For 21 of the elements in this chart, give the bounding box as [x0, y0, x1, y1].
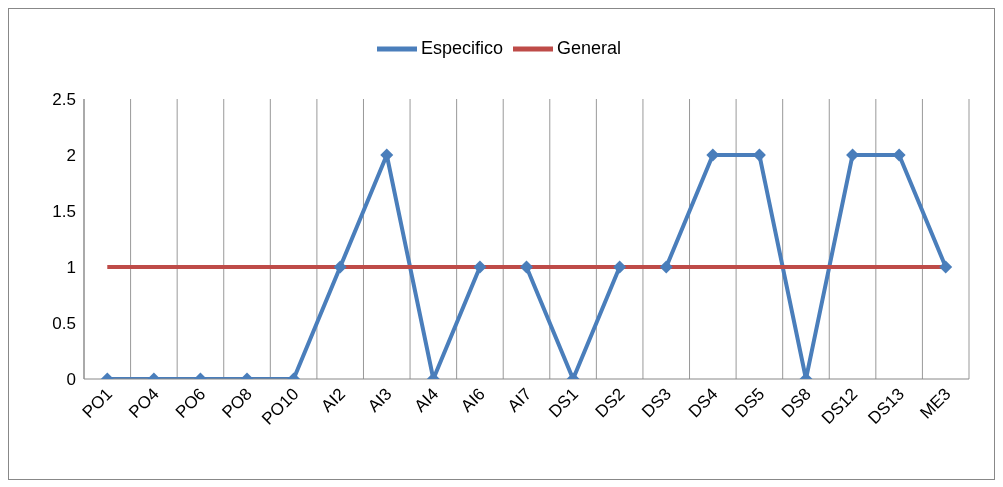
point	[706, 148, 720, 162]
legend-label: Especifico	[420, 37, 503, 58]
y-tick-label: 2	[66, 146, 76, 166]
point	[892, 148, 906, 162]
legend-label: General	[557, 37, 622, 58]
y-tick-label: 0	[66, 370, 76, 390]
x-tick-label: AI7	[503, 384, 536, 416]
point	[613, 260, 627, 274]
x-tick-label: AI4	[410, 384, 443, 416]
y-tick-label: 0.5	[52, 314, 76, 334]
x-tick-label: AI6	[457, 384, 489, 416]
point	[333, 260, 347, 274]
point	[473, 260, 487, 274]
y-tick-label: 1.5	[52, 202, 76, 222]
y-tick-label: 2.5	[52, 90, 76, 110]
point	[939, 260, 953, 274]
x-tick-label: AI2	[317, 384, 350, 416]
point	[520, 260, 533, 274]
point	[659, 260, 673, 274]
x-tick-label: AI3	[364, 384, 396, 416]
y-tick-label: 1	[66, 258, 76, 278]
